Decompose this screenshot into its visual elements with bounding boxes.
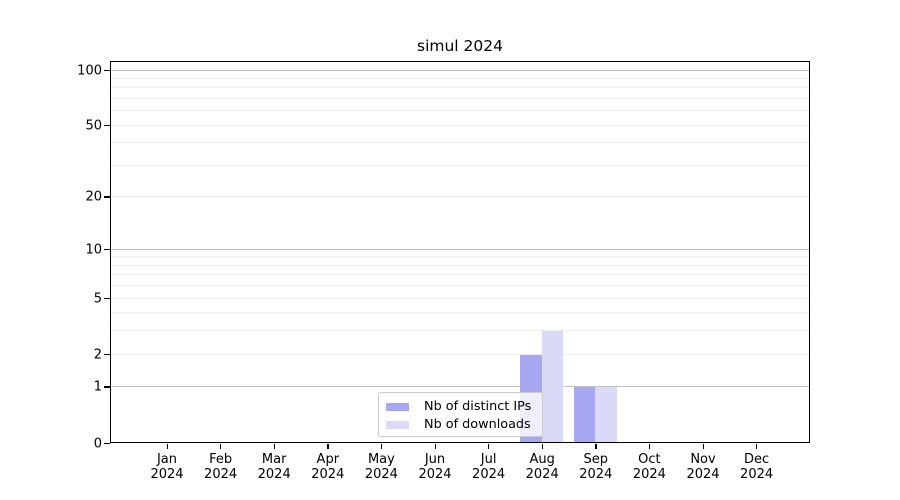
bar-nb-of-downloads-sep-2024 — [595, 387, 617, 442]
x-tick-mark-mar-2024 — [273, 443, 275, 449]
x-tick-mark-jul-2024 — [488, 443, 490, 449]
gridline-minor-20 — [111, 196, 809, 198]
gridline-minor-2 — [111, 353, 809, 355]
gridline-major-1 — [111, 386, 809, 388]
x-tick-mark-apr-2024 — [327, 443, 329, 449]
gridline-minor-8 — [111, 264, 809, 266]
x-tick-label-mar-2024: Mar 2024 — [257, 452, 291, 482]
gridline-major-100 — [111, 69, 809, 71]
y-tick-label-2: 2 — [93, 347, 102, 363]
y-tick-mark-2 — [104, 353, 110, 355]
gridline-minor-60 — [111, 110, 809, 112]
y-tick-label-1: 1 — [93, 379, 102, 395]
y-tick-label-50: 50 — [85, 118, 102, 134]
y-tick-label-10: 10 — [85, 242, 102, 258]
y-tick-label-20: 20 — [85, 189, 102, 205]
legend-label: Nb of downloads — [424, 417, 531, 432]
y-tick-label-0: 0 — [93, 436, 102, 451]
y-tick-mark-20 — [104, 196, 110, 198]
gridline-minor-90 — [111, 77, 809, 79]
bar-nb-of-distinct-ips-sep-2024 — [573, 387, 596, 442]
y-tick-label-5: 5 — [93, 291, 102, 307]
legend-swatch-icon — [386, 403, 409, 411]
gridline-major-10 — [111, 248, 809, 250]
gridline-minor-80 — [111, 87, 809, 89]
y-tick-mark-100 — [104, 69, 110, 71]
legend-label: Nb of distinct IPs — [424, 399, 532, 414]
y-tick-mark-0 — [104, 442, 110, 444]
x-tick-mark-feb-2024 — [220, 443, 222, 449]
x-tick-label-jun-2024: Jun 2024 — [418, 452, 452, 482]
legend-entry-nb-of-downloads: Nb of downloads — [379, 416, 542, 434]
x-tick-mark-sep-2024 — [595, 443, 597, 449]
x-tick-mark-jan-2024 — [166, 443, 168, 449]
legend-entry-nb-of-distinct-ips: Nb of distinct IPs — [379, 398, 542, 416]
y-tick-mark-50 — [104, 124, 110, 127]
x-tick-mark-may-2024 — [380, 443, 383, 449]
gridline-minor-40 — [111, 142, 809, 144]
gridline-minor-70 — [111, 97, 809, 99]
x-tick-label-feb-2024: Feb 2024 — [204, 452, 238, 482]
x-tick-mark-oct-2024 — [648, 443, 651, 449]
gridline-minor-50 — [111, 124, 809, 126]
plot-area — [110, 61, 810, 443]
x-tick-label-nov-2024: Nov 2024 — [686, 452, 720, 482]
x-tick-label-oct-2024: Oct 2024 — [632, 452, 666, 482]
gridline-minor-9 — [111, 256, 809, 258]
x-tick-label-jan-2024: Jan 2024 — [150, 452, 184, 482]
gridline-minor-7 — [111, 274, 809, 276]
y-tick-mark-5 — [104, 297, 110, 299]
gridline-minor-5 — [111, 297, 809, 299]
x-tick-mark-nov-2024 — [702, 443, 704, 449]
x-tick-label-dec-2024: Dec 2024 — [740, 452, 774, 482]
bar-nb-of-downloads-aug-2024 — [541, 331, 564, 442]
x-tick-label-aug-2024: Aug 2024 — [525, 452, 559, 482]
chart-title: simul 2024 — [417, 37, 503, 55]
x-tick-label-sep-2024: Sep 2024 — [579, 452, 613, 482]
gridline-minor-6 — [111, 285, 809, 287]
x-tick-mark-dec-2024 — [756, 443, 758, 449]
x-tick-label-may-2024: May 2024 — [364, 452, 398, 482]
x-tick-mark-jun-2024 — [434, 443, 436, 449]
gridline-minor-30 — [111, 164, 809, 166]
legend-swatch-icon — [386, 421, 409, 429]
y-tick-mark-1 — [104, 386, 110, 388]
x-tick-label-apr-2024: Apr 2024 — [311, 452, 345, 482]
y-tick-mark-10 — [104, 248, 110, 250]
legend: Nb of distinct IPs Nb of downloads — [378, 392, 543, 437]
gridline-minor-3 — [111, 330, 809, 332]
x-tick-mark-aug-2024 — [541, 443, 543, 449]
y-tick-label-100: 100 — [77, 63, 102, 78]
gridline-minor-4 — [111, 312, 809, 314]
x-tick-label-jul-2024: Jul 2024 — [472, 452, 506, 482]
